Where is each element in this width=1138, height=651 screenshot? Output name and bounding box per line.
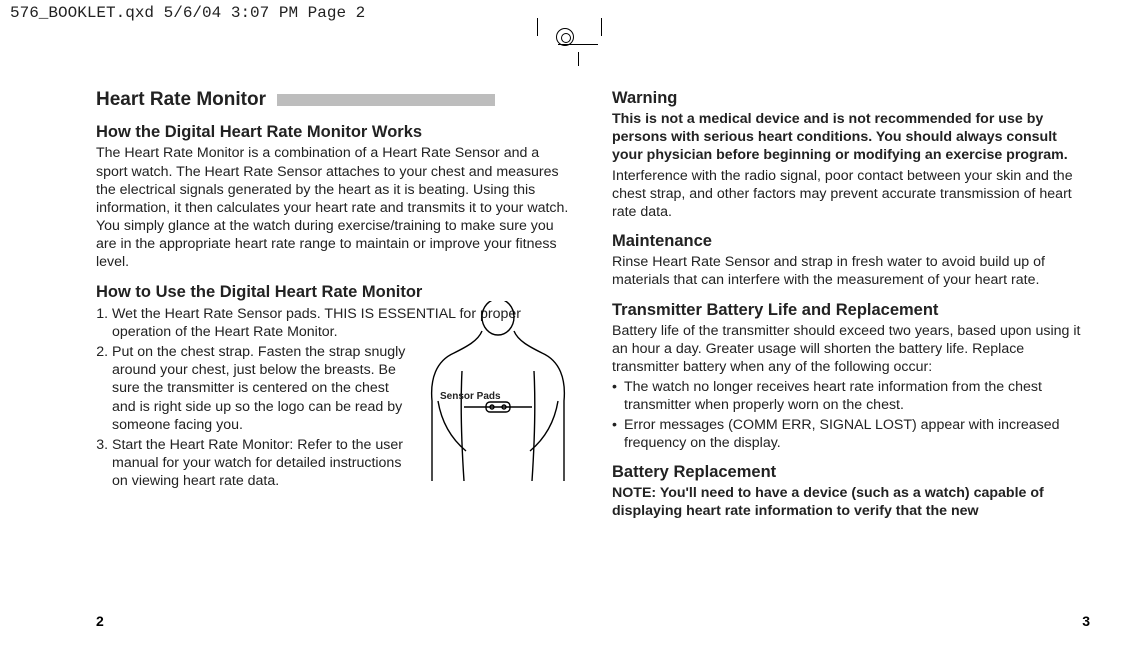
paragraph-battery-life: Battery life of the transmitter should e… [612, 322, 1090, 377]
section-title: Heart Rate Monitor [96, 88, 574, 112]
section-title-text: Heart Rate Monitor [96, 89, 266, 110]
crop-marks [0, 18, 1138, 48]
heading-how-to-use: How to Use the Digital Heart Rate Monito… [96, 282, 574, 303]
page-number-left: 2 [96, 613, 104, 629]
paragraph-how-it-works: The Heart Rate Monitor is a combination … [96, 144, 574, 271]
paragraph-replacement-note: NOTE: You'll need to have a device (such… [612, 484, 1090, 520]
title-rule [277, 94, 495, 106]
heading-battery-life: Transmitter Battery Life and Replacement [612, 300, 1090, 321]
page-right: Warning This is not a medical device and… [612, 88, 1090, 607]
steps-with-figure: Wet the Heart Rate Sensor pads. THIS IS … [96, 305, 574, 491]
battery-bullets: The watch no longer receives heart rate … [612, 378, 1090, 452]
heading-warning: Warning [612, 88, 1090, 109]
heading-battery-replacement: Battery Replacement [612, 462, 1090, 483]
paragraph-warning-bold: This is not a medical device and is not … [612, 110, 1090, 165]
heading-how-it-works: How the Digital Heart Rate Monitor Works [96, 122, 574, 143]
heading-maintenance: Maintenance [612, 231, 1090, 252]
paragraph-maintenance: Rinse Heart Rate Sensor and strap in fre… [612, 253, 1090, 289]
page-number-right: 3 [1082, 613, 1090, 629]
page-left: Heart Rate Monitor How the Digital Heart… [96, 88, 574, 607]
booklet-spread: 576_BOOKLET.qxd 5/6/04 3:07 PM Page 2 He… [0, 0, 1138, 651]
bullet-1: The watch no longer receives heart rate … [612, 378, 1090, 414]
paragraph-warning-2: Interference with the radio signal, poor… [612, 167, 1090, 222]
bullet-2: Error messages (COMM ERR, SIGNAL LOST) a… [612, 416, 1090, 452]
step-2: Put on the chest strap. Fasten the strap… [112, 343, 412, 434]
step-3: Start the Heart Rate Monitor: Refer to t… [112, 436, 412, 491]
torso-figure: Sensor Pads [418, 301, 578, 481]
registration-target-icon [556, 28, 574, 46]
figure-label: Sensor Pads [440, 391, 501, 404]
page-columns: Heart Rate Monitor How the Digital Heart… [96, 88, 1090, 607]
